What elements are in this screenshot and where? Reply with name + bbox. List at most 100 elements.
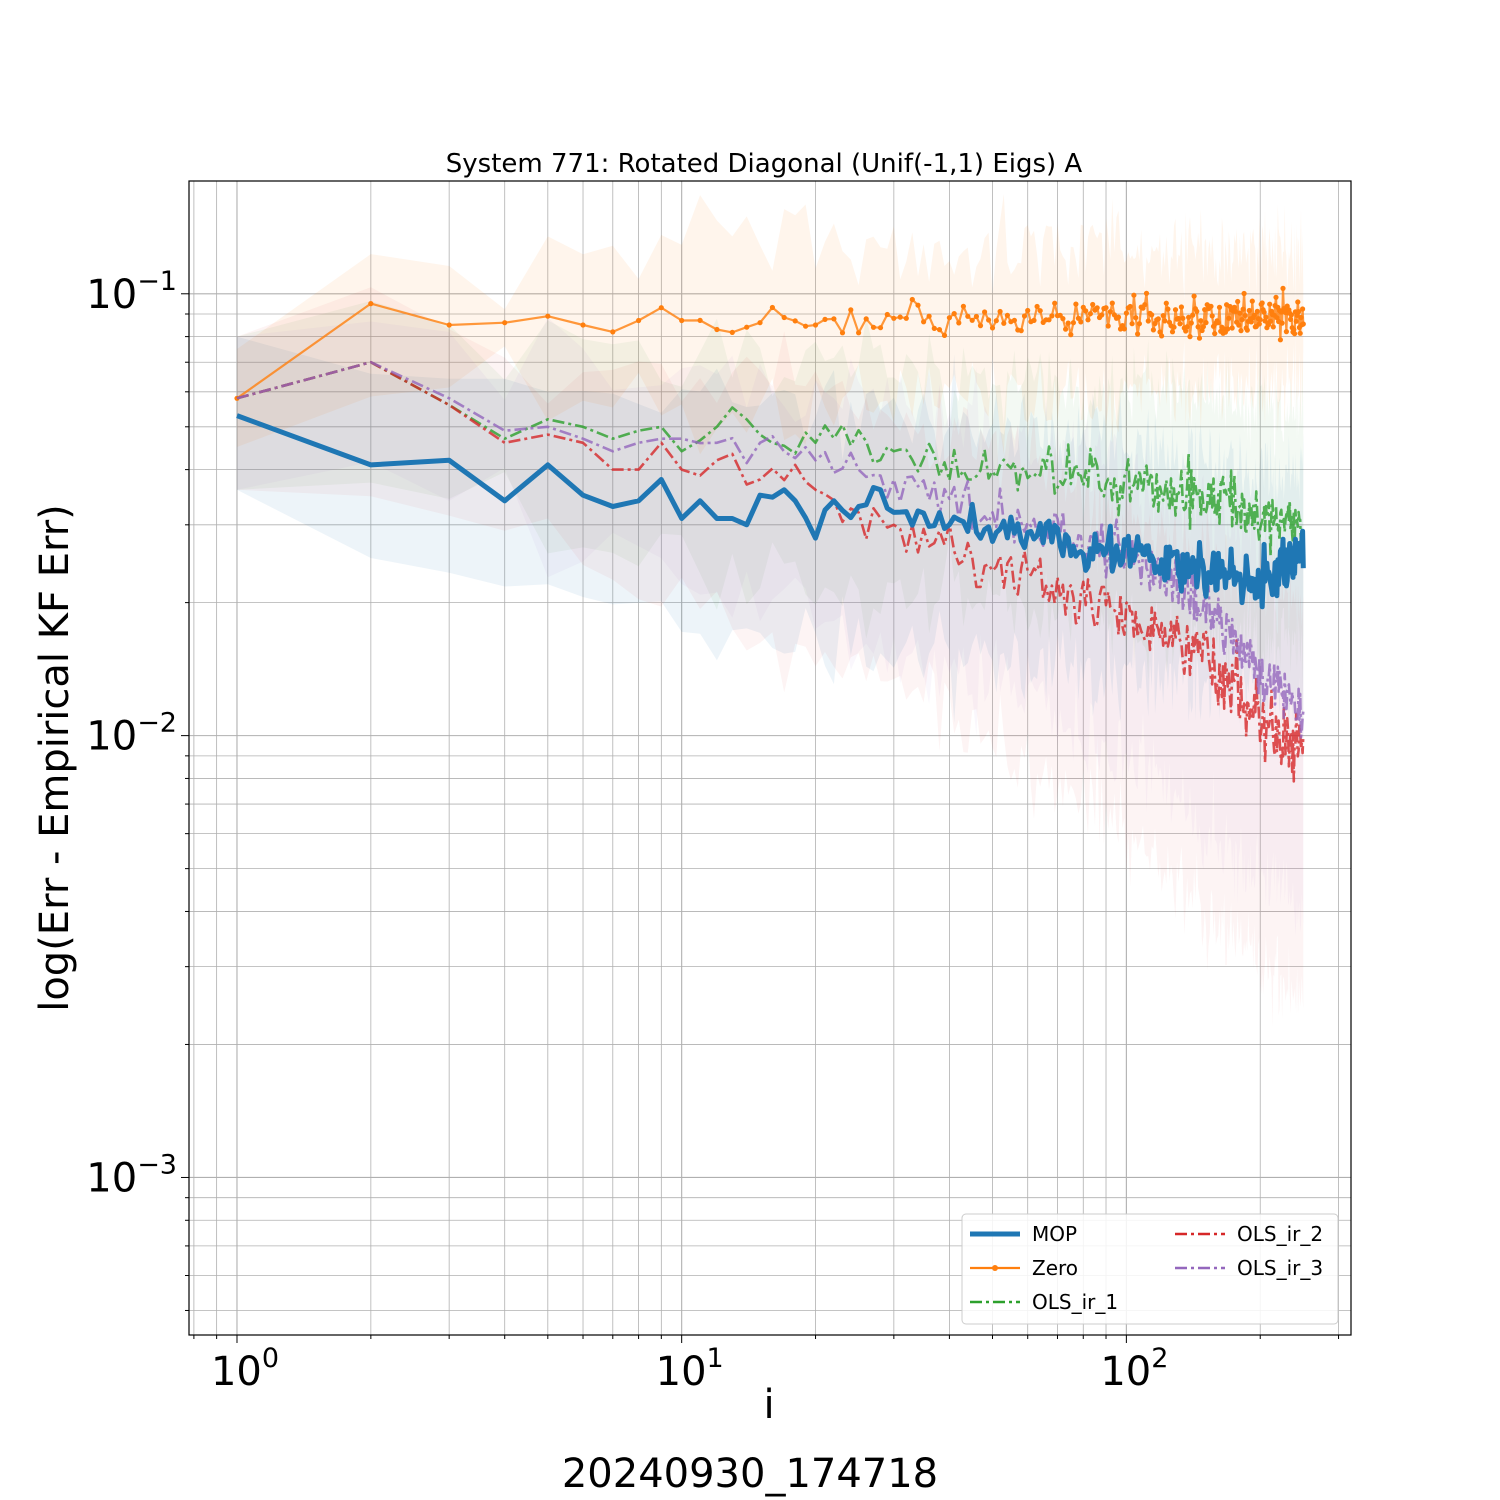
series-line-mop [236,413,1306,610]
data-point [977,323,984,329]
data-point [1105,323,1111,329]
data-point [1094,305,1100,311]
data-point [1169,329,1176,335]
data-point [1288,316,1294,322]
data-point [1292,331,1298,337]
data-point [1238,328,1244,334]
data-point [1021,313,1028,319]
legend-label: MOP [1032,1222,1077,1246]
data-point [839,330,846,336]
data-point [1273,294,1279,300]
data-point [973,313,980,320]
x-tick-label: 102 [1100,1343,1168,1395]
data-point [502,320,508,326]
data-point [1103,305,1109,311]
data-point [1208,303,1214,309]
data-point [803,323,809,329]
data-point [1065,320,1071,326]
data-point [1163,300,1169,306]
chart-title: System 771: Rotated Diagonal (Unif(-1,1)… [446,149,1083,179]
data-point [903,315,909,321]
data-point [1237,310,1243,316]
data-point [636,317,642,324]
data-point [921,319,927,325]
data-point [1240,306,1246,312]
data-point [1085,317,1091,323]
band-ols-ir-3 [237,317,1304,937]
data-point [965,313,971,319]
legend: MOP Zero OLS_ir_1 OLS_ir_2 OLS_ir_3 [961,1213,1339,1325]
data-point [1127,303,1133,310]
data-point [658,305,664,311]
data-point [1175,315,1182,322]
data-point [1280,285,1286,291]
data-point [863,316,869,322]
data-point [714,326,720,333]
data-point [1109,300,1115,306]
data-point [1248,319,1254,325]
data-point [1200,324,1206,330]
data-point [1263,314,1269,320]
data-point [1004,312,1011,318]
data-point [1257,317,1263,323]
data-point [1242,312,1248,319]
data-point [1225,326,1231,332]
data-point [1235,298,1241,305]
data-point [1011,317,1018,323]
data-point [729,329,735,335]
data-point [1277,337,1283,343]
data-point [1157,329,1163,335]
data-point [1143,290,1150,296]
data-point [1249,298,1255,304]
data-point [936,327,943,333]
data-point [1073,301,1079,307]
data-point [757,320,763,326]
data-point [831,316,837,322]
series-lines [234,285,1306,783]
data-point [1254,308,1260,314]
data-point [969,317,975,323]
y-tick-label: 10−3 [86,1149,177,1201]
data-point [909,296,915,303]
data-point [1194,308,1200,314]
data-point [1107,309,1113,315]
data-point [960,303,967,309]
data-point [1215,320,1221,326]
data-point [1297,330,1303,336]
data-point [926,313,932,319]
legend-label: OLS_ir_1 [1032,1290,1118,1314]
plot-frame [188,180,1352,1336]
data-point [1133,315,1139,321]
data-point [1300,306,1306,312]
data-point [679,317,685,324]
data-point [1191,293,1197,299]
y-tick-label: 10−2 [86,708,177,760]
data-point [1268,318,1274,324]
data-point [545,313,551,319]
data-point [1216,304,1223,310]
data-point [1180,315,1186,321]
data-point [1115,314,1122,320]
data-point [1142,302,1148,308]
data-point [1239,317,1245,323]
data-point [1283,329,1289,335]
data-point [931,325,937,331]
data-point [1270,324,1276,330]
data-point [1123,310,1129,316]
data-point [1198,318,1204,324]
data-point [1070,320,1076,326]
data-point [1129,321,1135,327]
data-point [897,314,903,320]
data-point [1172,307,1179,313]
data-point [1246,307,1252,314]
data-point [1149,312,1155,318]
data-point [1232,308,1239,314]
data-point [1171,324,1177,330]
data-point [1090,301,1096,308]
data-point [1295,299,1301,305]
legend-label: OLS_ir_2 [1237,1222,1323,1246]
data-point [744,324,750,330]
legend-label: OLS_ir_3 [1237,1256,1323,1280]
data-point [1083,308,1089,314]
